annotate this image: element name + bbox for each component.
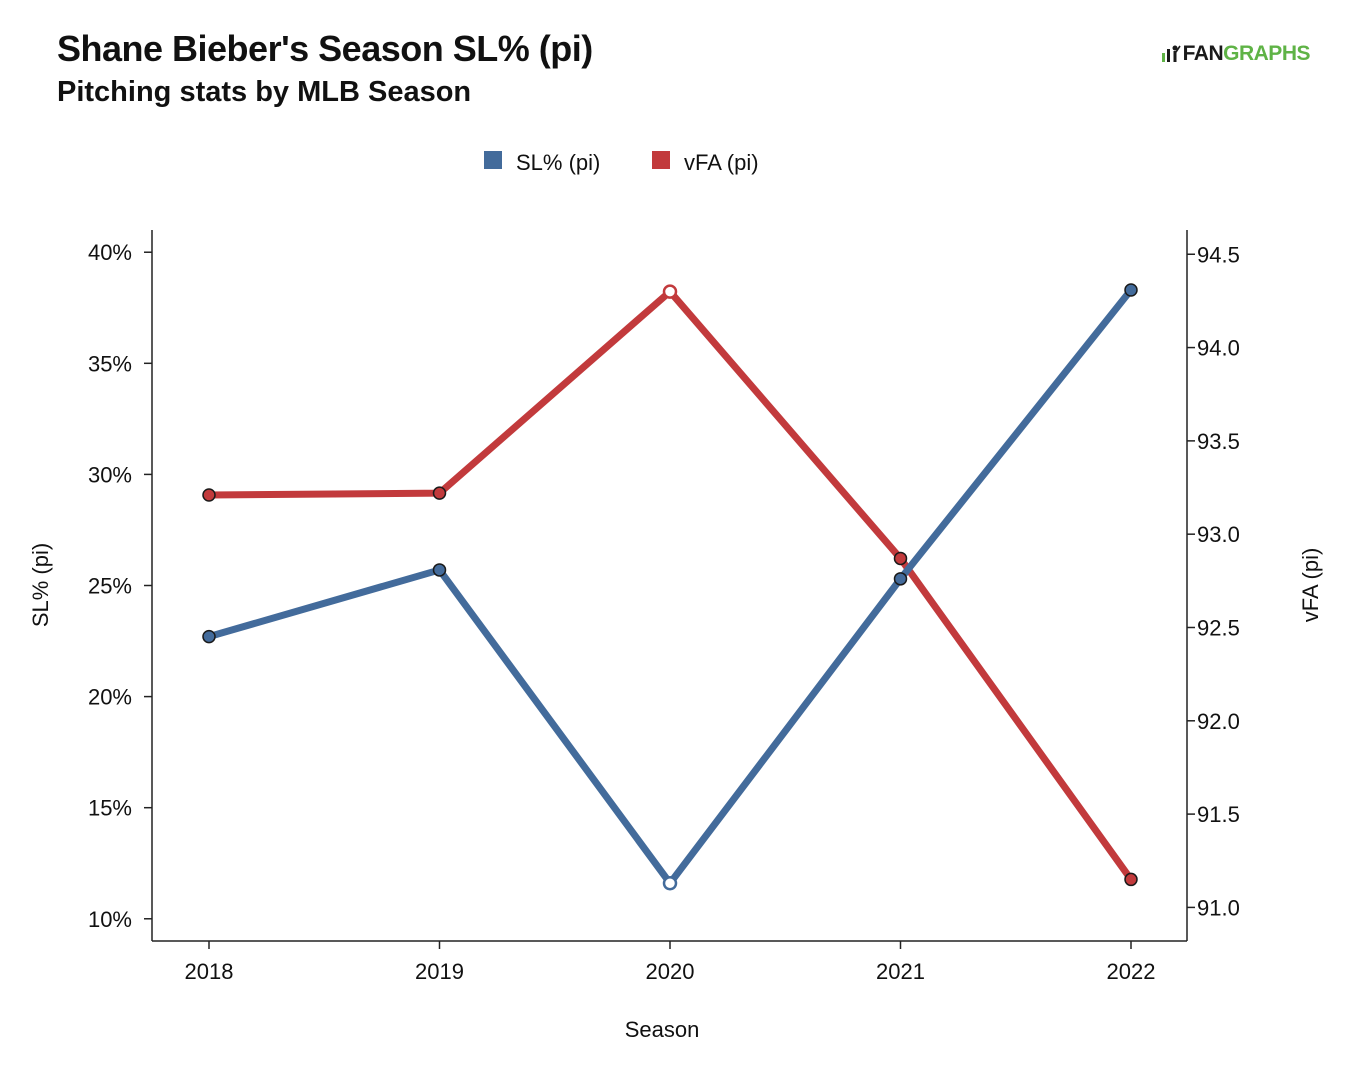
series-lines — [205, 286, 1135, 887]
left-tick-label: 40% — [88, 240, 132, 265]
data-point — [202, 488, 216, 502]
data-point — [1124, 283, 1138, 297]
x-tick-label: 2019 — [415, 959, 464, 984]
right-tick-label: 92.5 — [1197, 615, 1240, 640]
right-tick-label: 91.0 — [1197, 895, 1240, 920]
left-tick-label: 30% — [88, 462, 132, 487]
data-point — [1124, 872, 1138, 887]
series-line-vfa-pi — [205, 288, 1135, 883]
right-tick-label: 94.0 — [1197, 336, 1240, 361]
right-axis-title: vFA (pi) — [1298, 548, 1323, 623]
chart-subtitle: Pitching stats by MLB Season — [57, 76, 472, 108]
x-tick-label: 2018 — [185, 959, 234, 984]
right-tick-label: 94.5 — [1197, 242, 1240, 267]
legend: SL% (pi) vFA (pi) — [484, 150, 759, 175]
legend-swatch — [652, 151, 670, 169]
axes: 10% 15% 20% 25% 30% 35% 40% 91.0 91.5 92.0 92.5 93.… — [28, 230, 1323, 1042]
data-point — [202, 629, 216, 644]
x-tick-label: 2021 — [876, 959, 925, 984]
left-axis-title: SL% (pi) — [28, 543, 53, 627]
x-tick-label: 2020 — [646, 959, 695, 984]
logo-text-fan: FAN — [1182, 42, 1224, 65]
right-tick-label: 92.0 — [1197, 709, 1240, 734]
x-axis-title: Season — [625, 1017, 700, 1042]
batter-icon — [1159, 44, 1181, 64]
right-tick-label: 93.0 — [1197, 522, 1240, 547]
right-tick-label: 93.5 — [1197, 429, 1240, 454]
left-tick-label: 15% — [88, 796, 132, 821]
left-tick-label: 35% — [88, 351, 132, 376]
data-point — [893, 551, 908, 566]
series-line-sl-pi — [205, 286, 1135, 887]
legend-swatch — [484, 151, 502, 169]
logo-text-graphs: GRAPHS — [1223, 42, 1310, 65]
data-point — [432, 563, 447, 577]
legend-label: SL% (pi) — [516, 150, 600, 175]
fangraphs-logo[interactable]: FAN GRAPHS — [1159, 42, 1310, 66]
left-tick-label: 10% — [88, 907, 132, 932]
data-point — [662, 284, 678, 299]
left-tick-label: 25% — [88, 574, 132, 599]
left-tick-label: 20% — [88, 685, 132, 710]
legend-label: vFA (pi) — [684, 150, 759, 175]
right-tick-label: 91.5 — [1197, 802, 1240, 827]
data-point — [662, 875, 678, 891]
chart-title: Shane Bieber's Season SL% (pi) — [57, 28, 593, 69]
data-point — [432, 486, 447, 500]
series-points — [202, 283, 1138, 891]
data-point — [893, 572, 908, 586]
x-tick-label: 2022 — [1107, 959, 1156, 984]
